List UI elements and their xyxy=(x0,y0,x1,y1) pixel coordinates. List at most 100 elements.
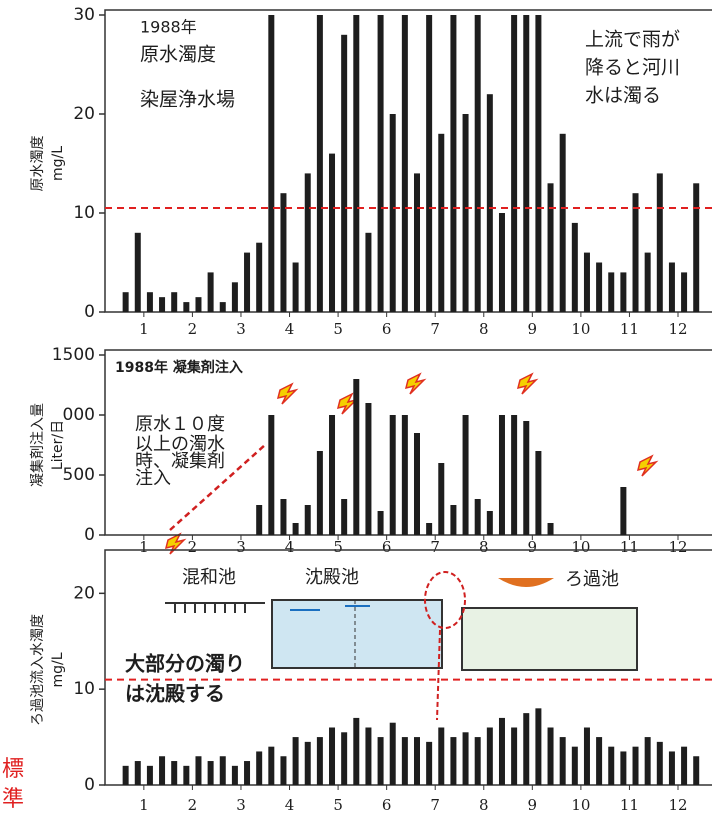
y-tick-label: 20 xyxy=(73,104,95,124)
bar xyxy=(487,511,493,535)
y-axis-label: 原水濁度 xyxy=(30,136,46,192)
bar xyxy=(402,737,408,785)
bar xyxy=(280,499,286,535)
bar xyxy=(523,15,529,312)
bar xyxy=(402,415,408,535)
bar xyxy=(523,713,529,785)
bar xyxy=(378,737,384,785)
bar xyxy=(305,742,311,785)
bar xyxy=(390,415,396,535)
bar xyxy=(487,94,493,312)
y-axis-label: Liter/日 xyxy=(50,420,66,470)
bar xyxy=(620,272,626,312)
y-tick-label: 500 xyxy=(63,465,95,485)
x-tick-label: 9 xyxy=(528,796,538,814)
bar xyxy=(633,747,639,785)
x-tick-label: 4 xyxy=(285,320,295,338)
y-tick-label: 0 xyxy=(84,302,95,322)
x-tick-label: 3 xyxy=(236,796,246,814)
bar xyxy=(244,253,250,312)
annotation: 大部分の濁り xyxy=(125,652,245,676)
bar xyxy=(195,297,201,312)
bar xyxy=(268,15,274,312)
side-label: 準 xyxy=(2,787,24,812)
bar xyxy=(317,15,323,312)
bar xyxy=(220,302,226,312)
bar xyxy=(293,263,299,313)
bar xyxy=(171,761,177,785)
bar xyxy=(548,728,554,786)
x-tick-label: 4 xyxy=(285,796,295,814)
x-tick-label: 8 xyxy=(479,796,489,814)
bar xyxy=(341,35,347,312)
bar xyxy=(135,233,141,312)
bar xyxy=(305,173,311,312)
annotation: ろ過池 xyxy=(565,569,619,590)
y-axis-label: 凝集剤注入量 xyxy=(29,403,46,487)
bar xyxy=(511,728,517,786)
bar xyxy=(463,732,469,785)
x-tick-label: 5 xyxy=(333,320,343,338)
x-tick-label: 1 xyxy=(139,538,149,556)
x-tick-label: 8 xyxy=(479,538,489,556)
bar xyxy=(293,523,299,535)
annotation: 上流で雨が xyxy=(585,29,680,51)
x-tick-label: 6 xyxy=(382,796,392,814)
bar xyxy=(608,272,614,312)
bar xyxy=(341,499,347,535)
bar xyxy=(329,154,335,312)
x-tick-label: 12 xyxy=(668,320,687,338)
bar xyxy=(159,297,165,312)
bar xyxy=(596,263,602,313)
y-tick-label: 30 xyxy=(73,5,95,25)
bar xyxy=(645,253,651,312)
bar xyxy=(438,134,444,312)
y-tick-label: 20 xyxy=(73,583,95,603)
bar xyxy=(572,747,578,785)
side-label: 標 xyxy=(2,757,24,782)
bar xyxy=(353,379,359,535)
annotation: 原水濁度 xyxy=(140,44,216,66)
bar xyxy=(353,15,359,312)
bar xyxy=(232,282,238,312)
x-tick-label: 1 xyxy=(139,796,149,814)
bar xyxy=(256,751,262,785)
bar xyxy=(608,747,614,785)
bar xyxy=(475,499,481,535)
bar xyxy=(123,766,129,785)
y-axis-label: mg/L xyxy=(50,652,66,687)
bar xyxy=(450,505,456,535)
x-tick-label: 6 xyxy=(382,538,392,556)
bar xyxy=(584,253,590,312)
bar xyxy=(438,463,444,535)
bar xyxy=(511,15,517,312)
bar xyxy=(584,728,590,786)
annotation: 水は濁る xyxy=(585,85,661,107)
bar xyxy=(329,415,335,535)
x-tick-label: 10 xyxy=(571,796,590,814)
bar xyxy=(414,737,420,785)
bar xyxy=(365,728,371,786)
bar xyxy=(329,728,335,786)
bar xyxy=(475,15,481,312)
x-tick-label: 10 xyxy=(571,538,590,556)
filter-tank xyxy=(462,608,637,670)
bar xyxy=(378,511,384,535)
bar xyxy=(681,272,687,312)
bar xyxy=(208,272,214,312)
bar xyxy=(341,732,347,785)
y-tick-label: 10 xyxy=(73,203,95,223)
y-tick-label: 1500 xyxy=(52,345,95,365)
chart-title: 1988年 凝集剤注入 xyxy=(115,359,243,376)
bar xyxy=(390,723,396,785)
bar xyxy=(159,756,165,785)
bar xyxy=(450,737,456,785)
annotation: 混和池 xyxy=(182,567,236,588)
bar xyxy=(365,403,371,535)
bar xyxy=(195,756,201,785)
bar xyxy=(487,728,493,786)
x-tick-label: 2 xyxy=(188,320,198,338)
bar xyxy=(208,761,214,785)
bar xyxy=(426,523,432,535)
bar xyxy=(548,523,554,535)
